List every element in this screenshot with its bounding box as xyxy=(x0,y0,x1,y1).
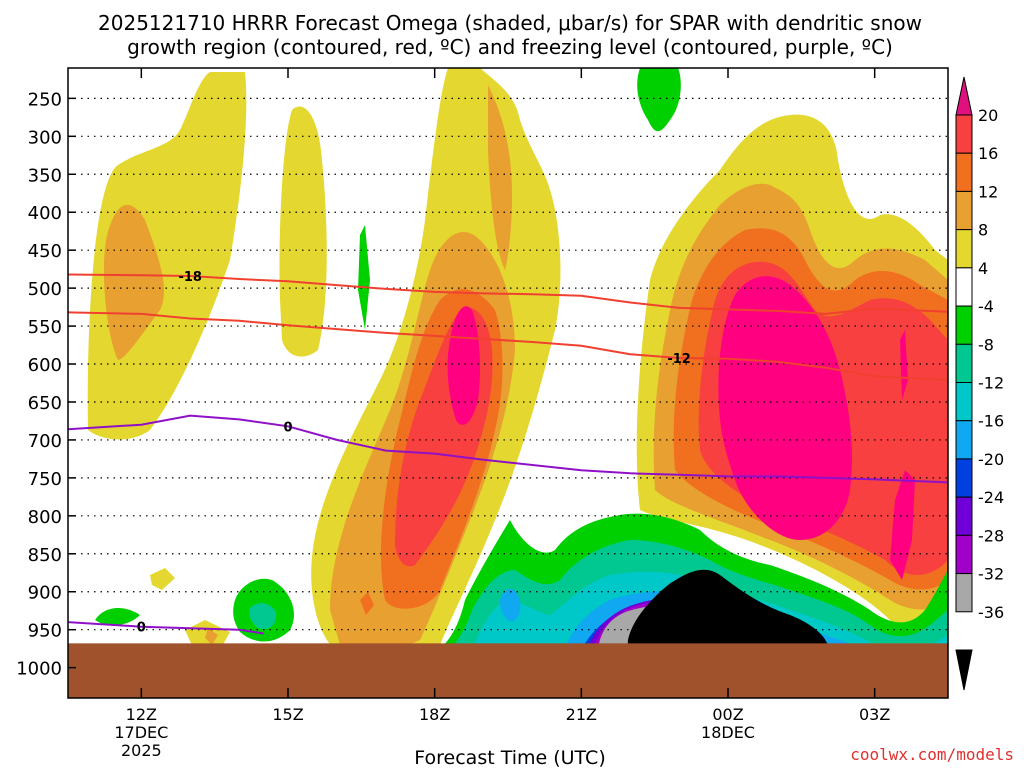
x-tick-label: 21Z xyxy=(566,705,597,724)
colorbar-swatch xyxy=(955,420,973,460)
shaded-region-ascent-18z xyxy=(311,68,561,662)
x-axis-label: Forecast Time (UTC) xyxy=(414,747,605,768)
plot-frame xyxy=(67,67,949,699)
colorbar-swatch xyxy=(955,496,973,536)
chart-title-line1: 2025121710 HRRR Forecast Omega (shaded, … xyxy=(98,11,922,35)
y-tick-label: 800 xyxy=(28,507,62,528)
colorbar-label: -36 xyxy=(978,603,1004,622)
y-tick-label: 450 xyxy=(28,241,62,262)
contour-label-dgz-bottom: -12 xyxy=(667,352,691,367)
colorbar-top-arrow xyxy=(955,76,973,116)
y-tick-label: 950 xyxy=(28,621,62,642)
x-tick-label: 15Z xyxy=(272,705,303,724)
y-tick-label: 900 xyxy=(28,583,62,604)
y-tick-label: 400 xyxy=(28,203,62,224)
y-tick-label: 850 xyxy=(28,545,62,566)
y-tick-label: 750 xyxy=(28,469,62,490)
contour-dgz-top xyxy=(68,273,948,315)
y-tick-label: 300 xyxy=(28,127,62,148)
colorbar-label: 8 xyxy=(978,221,988,240)
y-tick-label: 1000 xyxy=(16,659,62,680)
y-tick-label: 250 xyxy=(28,89,62,110)
plot-area: -18 -12 0 0 xyxy=(68,68,948,698)
x-tick-sublabel-date: 18DEC xyxy=(701,723,755,742)
x-tick-sublabel-date: 17DEC xyxy=(114,723,168,742)
contour-label-freezing-level: 0 xyxy=(283,420,292,435)
colorbar-label: 20 xyxy=(978,106,998,125)
colorbar-swatch xyxy=(955,152,973,192)
colorbar-label: -8 xyxy=(978,335,994,354)
contour-label-dgz-top: -18 xyxy=(178,270,202,285)
contour-dgz-bottom xyxy=(68,311,948,381)
colorbar-swatch xyxy=(955,382,973,422)
colorbar-swatch xyxy=(955,458,973,498)
x-tick-label: 03Z xyxy=(859,705,890,724)
y-tick-label: 550 xyxy=(28,317,62,338)
y-tick-label: 650 xyxy=(28,393,62,414)
y-tick-label: 350 xyxy=(28,165,62,186)
colorbar-label: -28 xyxy=(978,526,1004,545)
shaded-region-ascent-00z xyxy=(636,114,948,635)
colorbar-swatch xyxy=(955,190,973,231)
colorbar-swatch xyxy=(955,534,973,575)
colorbar: 20 16 12 8 4 -4 -8 -12 -16 -20 -24 -28 -32 -36 xyxy=(955,76,1004,691)
x-tick-label: 00Z xyxy=(712,705,743,724)
credit-text: coolwx.com/models xyxy=(850,745,1014,764)
colorbar-label: 12 xyxy=(978,182,998,201)
contour-freezing-level-low xyxy=(68,621,264,635)
x-tick-sublabel-year: 2025 xyxy=(121,741,162,760)
y-tick-label: 700 xyxy=(28,431,62,452)
colorbar-bottom-arrow xyxy=(955,649,973,691)
colorbar-label: -32 xyxy=(978,565,1004,584)
colorbar-label: -4 xyxy=(978,297,994,316)
colorbar-label: -12 xyxy=(978,374,1004,393)
x-tick-label: 18Z xyxy=(419,705,450,724)
y-tick-label: 500 xyxy=(28,279,62,300)
colorbar-swatch xyxy=(955,267,973,307)
colorbar-swatch xyxy=(955,114,973,154)
colorbar-swatch xyxy=(955,229,973,269)
y-axis: 250 300 350 400 450 500 550 600 650 700 750 800 850 9… xyxy=(16,89,76,680)
shaded-region-subsidence-top xyxy=(95,68,681,642)
colorbar-swatch xyxy=(955,305,973,345)
ground-terrain xyxy=(68,643,948,698)
colorbar-label: 4 xyxy=(978,259,988,278)
x-tick-label: 12Z xyxy=(126,705,157,724)
colorbar-label: 16 xyxy=(978,144,998,163)
colorbar-swatch xyxy=(955,573,973,613)
colorbar-swatch xyxy=(955,343,973,383)
contour-lines: -18 -12 0 0 xyxy=(68,270,948,636)
contour-freezing-level xyxy=(68,414,948,484)
y-tick-label: 600 xyxy=(28,355,62,376)
colorbar-label: -20 xyxy=(978,450,1004,469)
chart-title-line2: growth region (contoured, red, ºC) and f… xyxy=(127,35,893,59)
colorbar-label: -24 xyxy=(978,488,1004,507)
contour-label-freezing-level-low: 0 xyxy=(137,621,146,636)
colorbar-label: -16 xyxy=(978,412,1004,431)
